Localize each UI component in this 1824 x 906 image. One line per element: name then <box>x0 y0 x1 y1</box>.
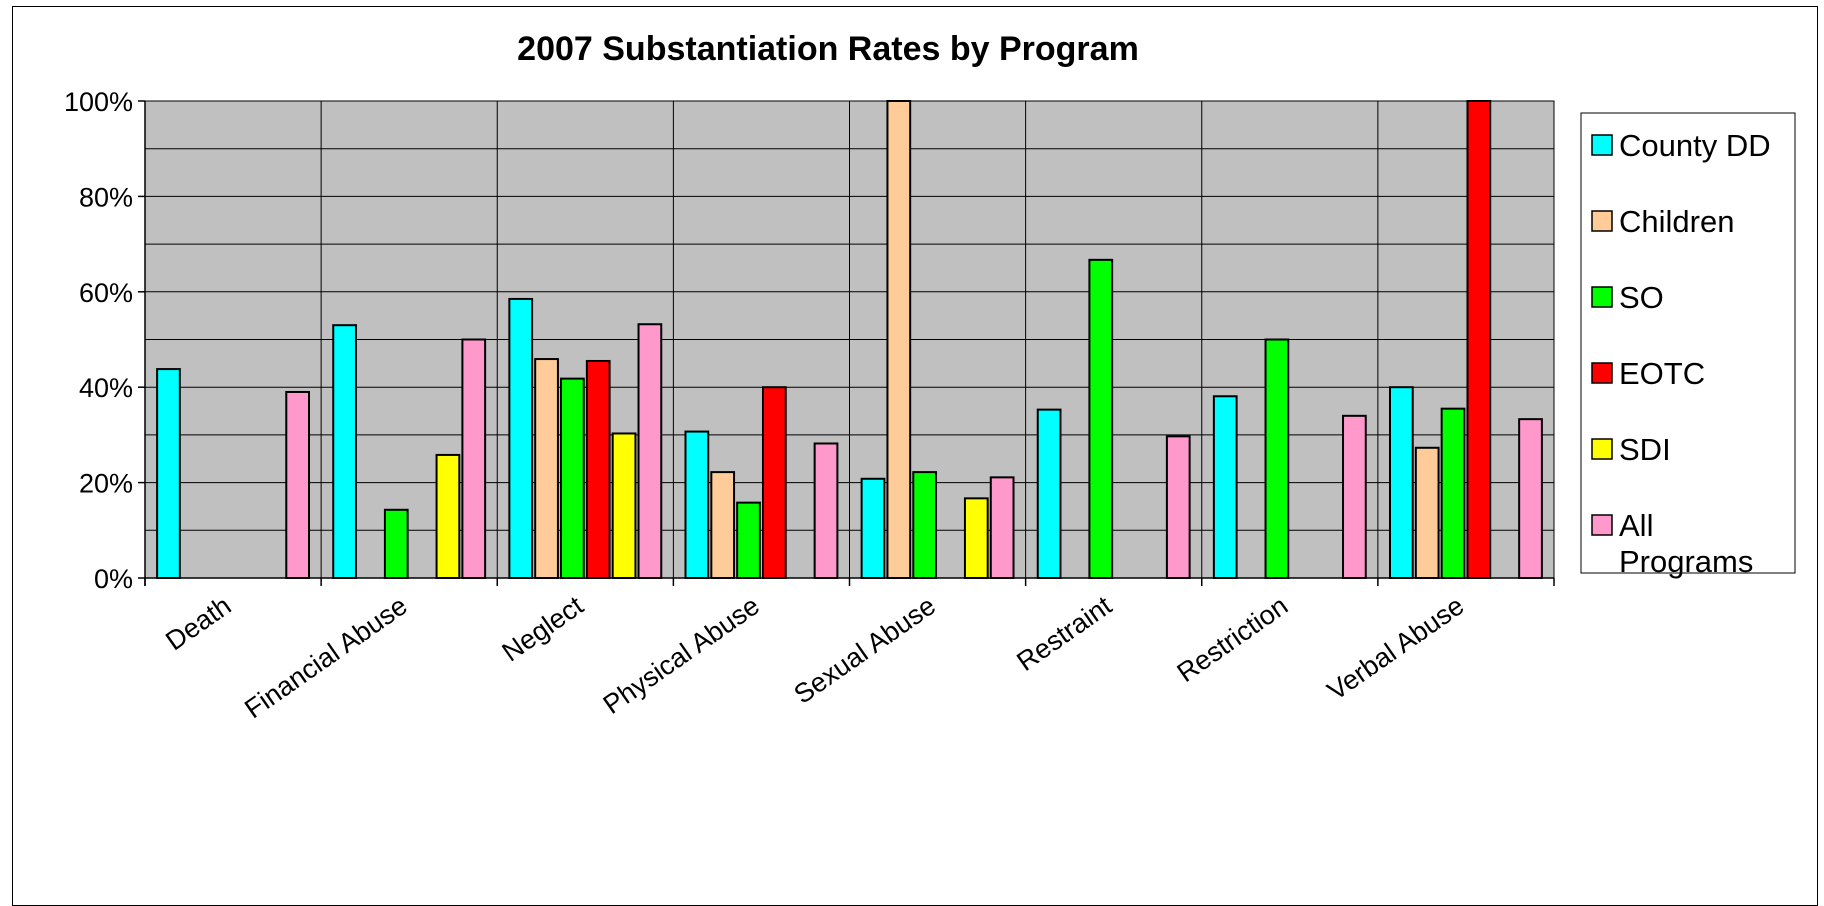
bar-all-programs-sexual-abuse <box>989 476 1015 579</box>
x-tick-label: Neglect <box>497 590 590 667</box>
bar-chart: 2007 Substantiation Rates by Program 0% 2… <box>64 30 1796 724</box>
legend-label: All <box>1619 508 1653 543</box>
bar-sdi-financial-abuse <box>435 453 461 579</box>
bar-so-restriction <box>1264 338 1290 579</box>
bar-eotc-verbal-abuse <box>1466 100 1492 579</box>
bar-all-programs-financial-abuse <box>461 338 487 579</box>
x-tick-label: Restriction <box>1172 590 1294 688</box>
legend-swatch <box>1591 134 1613 156</box>
legend-swatch <box>1591 210 1613 232</box>
legend-label: County DD <box>1619 128 1771 163</box>
bar-eotc-physical-abuse <box>761 386 787 580</box>
y-tick-label: 100% <box>64 87 133 117</box>
bar-all-programs-restraint <box>1165 435 1191 579</box>
bar-so-neglect <box>560 377 585 580</box>
bar-sdi-sexual-abuse <box>963 497 989 579</box>
x-tick-label: Restraint <box>1011 590 1117 677</box>
x-tick-label: Sexual Abuse <box>789 590 941 709</box>
chart-title: 2007 Substantiation Rates by Program <box>517 30 1139 68</box>
legend-label: SO <box>1619 280 1664 315</box>
bar-children-physical-abuse <box>710 471 736 579</box>
bar-county-dd-verbal-abuse <box>1388 386 1414 580</box>
bar-so-financial-abuse <box>383 508 409 579</box>
legend-swatch <box>1591 438 1613 460</box>
bar-children-sexual-abuse <box>886 100 912 579</box>
y-tick-label: 40% <box>79 373 133 403</box>
x-tick-label: Death <box>160 590 236 656</box>
bar-county-dd-neglect <box>508 297 534 579</box>
bar-all-programs-restriction <box>1342 414 1367 579</box>
bar-county-dd-sexual-abuse <box>860 477 886 579</box>
bar-so-restraint <box>1088 258 1114 579</box>
bar-county-dd-restraint <box>1036 408 1062 579</box>
legend-swatch <box>1591 286 1613 308</box>
bar-all-programs-death <box>285 390 311 579</box>
y-tick-label: 80% <box>79 182 133 212</box>
legend <box>1580 112 1796 574</box>
legend-label: Children <box>1619 204 1734 239</box>
bar-county-dd-restriction <box>1212 395 1238 579</box>
bar-all-programs-neglect <box>637 323 663 579</box>
bar-county-dd-physical-abuse <box>684 430 710 579</box>
legend-label: SDI <box>1619 432 1671 467</box>
bar-county-dd-death <box>156 368 181 579</box>
bar-so-physical-abuse <box>736 501 761 579</box>
bar-sdi-neglect <box>611 432 637 579</box>
y-tick-label: 20% <box>79 469 133 499</box>
bar-all-programs-verbal-abuse <box>1518 418 1543 579</box>
bar-eotc-neglect <box>585 359 611 579</box>
bar-children-verbal-abuse <box>1414 446 1440 579</box>
legend-label: EOTC <box>1619 356 1705 391</box>
bar-all-programs-physical-abuse <box>813 442 839 579</box>
y-tick-label: 60% <box>79 278 133 308</box>
x-tick-label: Financial Abuse <box>239 590 412 724</box>
legend-swatch <box>1591 514 1613 536</box>
legend-label: Programs <box>1619 544 1753 579</box>
bar-so-verbal-abuse <box>1440 407 1466 580</box>
x-tick-label: Verbal Abuse <box>1322 590 1470 706</box>
y-tick-label: 0% <box>94 564 133 594</box>
legend-swatch <box>1591 362 1613 384</box>
bar-county-dd-financial-abuse <box>332 324 357 579</box>
x-tick-label: Physical Abuse <box>598 590 765 720</box>
bar-so-sexual-abuse <box>912 471 938 579</box>
bar-children-neglect <box>534 358 559 579</box>
